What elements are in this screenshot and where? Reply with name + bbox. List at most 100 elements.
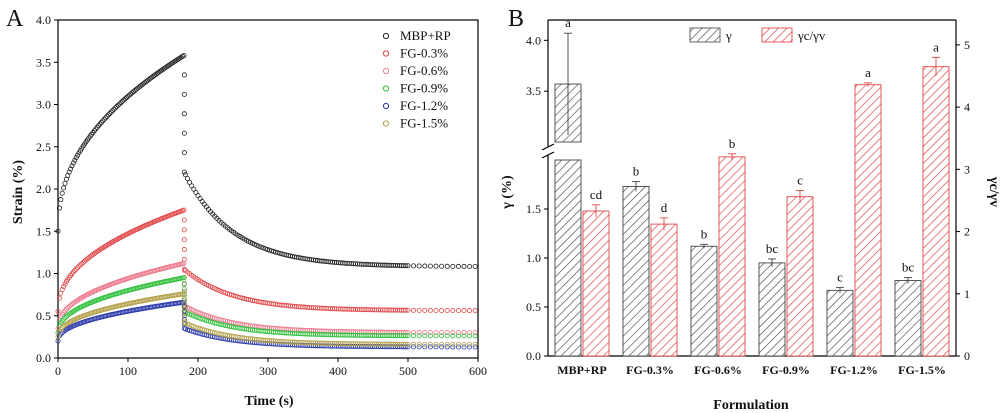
panel-a-data-point: [122, 96, 128, 102]
panel-a-y-tick-label: 2.0: [36, 182, 51, 196]
panel-b-significance-label-ratio: c: [797, 172, 803, 187]
panel-a-y-tick-label: 4.0: [36, 13, 51, 27]
panel-a-x-tick-label: 0: [55, 364, 61, 378]
panel-a-data-point: [181, 305, 187, 311]
panel-b-bar-ratio: [650, 223, 678, 357]
panel-a-data-point: [181, 111, 187, 117]
panel-a-data-point: [182, 172, 188, 178]
panel-a-data-point: [264, 246, 270, 252]
panel-a-data-point: [416, 263, 422, 269]
panel-a-data-point: [416, 307, 422, 313]
panel-a-data-point: [55, 228, 61, 234]
panel-a-data-point: [121, 97, 127, 103]
panel-b-category-label: FG-1.5%: [898, 363, 946, 377]
panel-a-data-point: [472, 263, 478, 269]
panel-a-data-point: [111, 106, 117, 112]
panel-a-data-point: [467, 308, 473, 314]
panel-a-data-point: [58, 326, 64, 332]
panel-a-data-point: [403, 307, 409, 313]
panel-a-data-point: [110, 108, 116, 114]
panel-b: B 0.0 0.5 1.0 1.5 3.5 4.0 0 1 2 3 4 5 a cd MBP+RP b d FG…: [500, 6, 1000, 413]
panel-a-data-point: [203, 313, 209, 319]
panel-a-x-tick-label: 100: [119, 364, 137, 378]
panel-a-data-point: [59, 190, 65, 196]
panel-a-data-point: [107, 110, 113, 116]
panel-a-data-point: [411, 329, 417, 335]
panel-a-x-axis-title: Time (s): [244, 394, 293, 409]
panel-a-legend-marker: [382, 67, 390, 75]
panel-b-axes: 0.0 0.5 1.0 1.5 3.5 4.0 0 1 2 3 4 5: [526, 19, 970, 363]
panel-b-right-tick-label: 5: [964, 38, 970, 52]
panel-a-series: [55, 299, 478, 350]
panel-a-x-tick-label: 600: [469, 364, 487, 378]
panel-a-data-point: [197, 315, 203, 321]
panel-b-left-tick-label: 1.0: [526, 251, 541, 265]
panel-a-x-tick-label: 200: [189, 364, 207, 378]
panel-a-data-point: [193, 324, 199, 330]
panel-a-data-point: [450, 330, 456, 336]
panel-a-y-tick-label: 1.5: [36, 224, 51, 238]
panel-a-data-point: [59, 287, 65, 293]
panel-a-y-tick-label: 3.5: [36, 55, 51, 69]
panel-a-legend-label: FG-0.6%: [400, 63, 448, 78]
panel-a-legend-label: FG-0.9%: [400, 81, 448, 96]
panel-a-data-point: [422, 333, 428, 339]
panel-a-data-point: [444, 307, 450, 313]
panel-a-data-point: [461, 333, 467, 339]
panel-a-data-point: [61, 316, 67, 322]
panel-a-data-point: [416, 329, 422, 335]
panel-a-data-point: [472, 330, 478, 336]
panel-a-data-point: [55, 334, 61, 340]
panel-b-category-label: FG-1.2%: [830, 363, 878, 377]
panel-a-data-point: [79, 261, 85, 267]
panel-b-bar-ratio: [582, 210, 610, 357]
panel-b-significance-label-ratio: b: [729, 136, 736, 151]
panel-a-data-point: [199, 316, 205, 322]
panel-a-data-point: [467, 333, 473, 339]
panel-a-data-point: [103, 115, 109, 121]
panel-b-left-tick-label: 4.0: [526, 33, 541, 47]
panel-a-legend-marker: [382, 32, 390, 40]
panel-b-right-axis-title: γc/γv: [986, 176, 1000, 207]
panel-a-data-point: [416, 333, 422, 339]
panel-b-left-tick-label: 0.5: [526, 300, 541, 314]
panel-a-data-point: [181, 207, 187, 213]
panel-a-data-point: [427, 333, 433, 339]
panel-a-data-point: [455, 330, 461, 336]
panel-b-bar-ratio: [854, 84, 882, 357]
panel-a-data-point: [416, 344, 422, 350]
panel-a-data-point: [455, 333, 461, 339]
panel-a-data-point: [77, 262, 83, 268]
panel-a-data-point: [422, 307, 428, 313]
panel-a-data-point: [467, 330, 473, 336]
panel-a-data-point: [461, 308, 467, 314]
panel-a-data-point: [59, 325, 65, 331]
panel-a-data-point: [181, 52, 187, 58]
panel-a-data-point: [411, 263, 417, 269]
panel-b-bars-group: a cd MBP+RP b d FG-0.3% b b FG-0.6% bc c FG-0.9% c a F…: [554, 15, 950, 377]
panel-a-y-tick-label: 0.0: [36, 351, 51, 365]
panel-a-data-point: [62, 308, 68, 314]
panel-a-data-point: [73, 266, 79, 272]
panel-b-left-tick-label: 0.0: [526, 349, 541, 363]
panel-a-data-point: [427, 329, 433, 335]
panel-b-category-label: FG-0.6%: [694, 363, 742, 377]
panel-a-data-point: [187, 179, 193, 185]
panel-a-data-point: [450, 308, 456, 314]
panel-a-data-point: [68, 166, 74, 172]
panel-a-data-point: [416, 341, 422, 347]
panel-a-data-point: [55, 309, 61, 315]
panel-a-data-point: [455, 344, 461, 350]
panel-a-legend-label: MBP+RP: [400, 28, 451, 43]
panel-a-series: [55, 52, 478, 269]
panel-b-x-axis-title: Formulation: [713, 398, 789, 413]
panel-a-data-point: [72, 157, 78, 163]
panel-letter-a: A: [6, 6, 24, 32]
panel-a-data-point: [427, 307, 433, 313]
panel-a-data-point: [439, 333, 445, 339]
panel-b-axis-break-mark: [541, 151, 555, 159]
panel-a-data-point: [444, 263, 450, 269]
panel-a-data-point: [427, 344, 433, 350]
panel-b-significance-label-gamma: b: [701, 226, 708, 241]
panel-a-data-point: [461, 341, 467, 347]
